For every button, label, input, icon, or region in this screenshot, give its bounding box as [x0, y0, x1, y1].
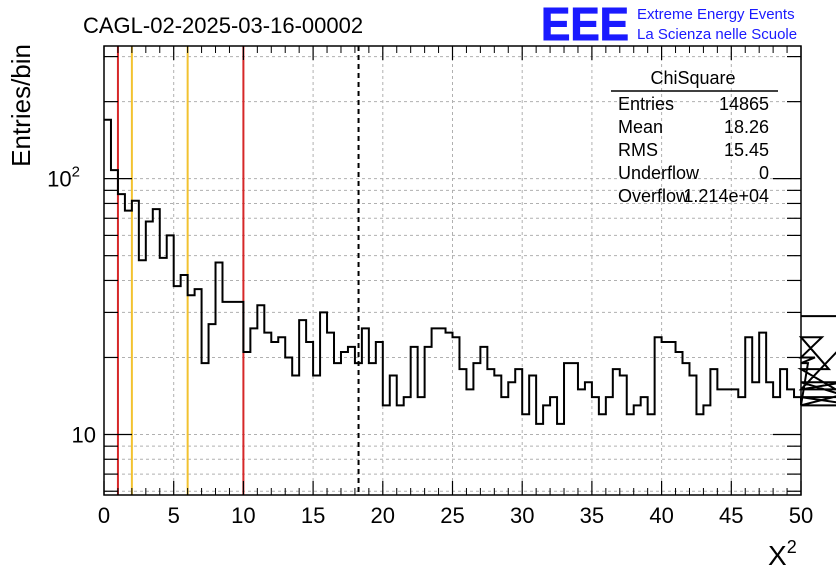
y-tick-label: 10	[72, 422, 96, 447]
y-tick-label-base: 10	[47, 167, 71, 192]
x-tick-label: 5	[168, 503, 180, 528]
chart-title: CAGL-02-2025-03-16-00002	[83, 13, 363, 38]
eee-logo-line2: La Scienza nelle Scuole	[637, 26, 797, 43]
axis-ticks	[103, 46, 802, 495]
eee-logo: EEE Extreme Energy Events La Scienza nel…	[541, 0, 798, 51]
stats-box-title: ChiSquare	[650, 68, 735, 88]
stats-box: ChiSquare Entries 14865 Mean 18.26 RMS 15.45 U…	[611, 68, 778, 206]
x-axis-label: X2	[768, 537, 797, 571]
x-tick-label: 45	[719, 503, 743, 528]
x-tick-label: 25	[440, 503, 464, 528]
x-tick-label: 10	[231, 503, 255, 528]
x-tick-label: 20	[371, 503, 395, 528]
stats-row-label: RMS	[618, 140, 658, 160]
eee-logo-line1: Extreme Energy Events	[637, 6, 795, 23]
grid	[104, 46, 801, 495]
y-axis-label: Entries/bin	[6, 44, 36, 167]
x-tick-label: 50	[789, 503, 813, 528]
x-tick-label: 15	[301, 503, 325, 528]
x-tick-label: 0	[98, 503, 110, 528]
x-axis-label-base: X	[768, 540, 787, 571]
stats-row-value: 15.45	[724, 140, 769, 160]
stats-row-label: Entries	[618, 94, 674, 114]
stats-box-rows: Entries 14865 Mean 18.26 RMS 15.45 Underflow 0 O…	[618, 94, 769, 206]
stats-row-value: 18.26	[724, 117, 769, 137]
stats-row-value: 14865	[719, 94, 769, 114]
x-tick-label: 40	[649, 503, 673, 528]
reference-lines	[116, 46, 360, 495]
x-tick-labels: 0 5 10 15 20 25 30 35 40 45 50	[98, 503, 813, 528]
stats-row-value: 0	[759, 163, 769, 183]
x-axis-label-superscript: 2	[787, 537, 797, 557]
y-tick-label: 102	[47, 164, 80, 192]
stats-row-label: Underflow	[618, 163, 700, 183]
x-tick-label: 35	[580, 503, 604, 528]
stats-row-value: 1.214e+04	[683, 186, 769, 206]
stats-row-label: Overflow	[618, 186, 690, 206]
x-tick-label: 30	[510, 503, 534, 528]
y-tick-label-exponent: 2	[72, 164, 80, 181]
eee-logo-mark: EEE	[541, 0, 629, 50]
histogram-outline	[104, 118, 836, 425]
stats-row-label: Mean	[618, 117, 663, 137]
